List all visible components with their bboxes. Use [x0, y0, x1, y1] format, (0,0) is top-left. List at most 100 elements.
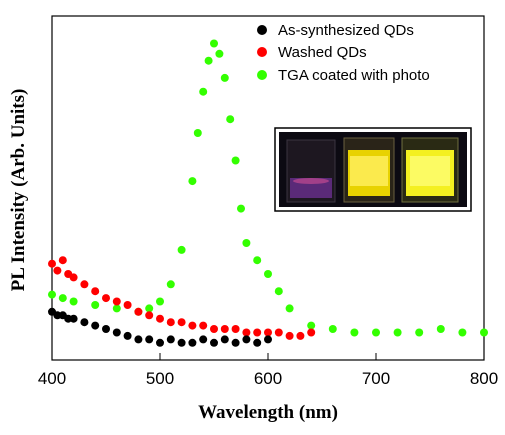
data-point — [264, 335, 272, 344]
legend-label-washed: Washed QDs — [278, 44, 367, 61]
data-point — [58, 294, 67, 303]
data-point — [458, 328, 467, 337]
data-point — [307, 321, 316, 330]
data-point — [112, 304, 121, 313]
data-point — [242, 328, 251, 337]
legend-marker-washed — [257, 47, 267, 57]
vial-washed — [343, 137, 395, 203]
data-point — [69, 273, 78, 282]
data-point — [91, 301, 100, 309]
data-point — [307, 328, 316, 337]
data-point — [220, 335, 229, 344]
data-point — [156, 338, 164, 347]
data-point — [274, 287, 283, 296]
data-point — [134, 335, 143, 344]
x-axis-ticks: 400 500 600 700 800 — [38, 353, 498, 388]
data-point — [69, 314, 78, 323]
data-point — [188, 338, 197, 347]
data-point — [436, 325, 445, 333]
data-point — [156, 314, 164, 323]
data-point — [231, 338, 240, 347]
data-point — [393, 328, 402, 337]
data-point — [372, 328, 380, 337]
data-point — [166, 280, 175, 289]
data-point — [220, 325, 229, 333]
data-points — [48, 39, 488, 347]
data-point — [177, 338, 186, 347]
y-axis-title: PL Intensity (Arb. Units) — [8, 89, 29, 292]
data-point — [231, 156, 240, 165]
data-point — [210, 338, 218, 347]
data-point — [112, 297, 121, 306]
data-point — [264, 328, 272, 337]
vial-as-synthesized — [286, 139, 336, 203]
data-point — [226, 115, 235, 124]
data-point — [48, 259, 56, 268]
data-point — [199, 87, 208, 96]
data-point — [253, 328, 262, 337]
data-point — [242, 239, 251, 247]
data-point — [177, 245, 186, 254]
data-point — [166, 318, 175, 327]
data-point — [242, 335, 251, 344]
legend-marker-as-synthesized — [257, 25, 267, 35]
data-point — [415, 328, 424, 337]
data-point — [80, 318, 89, 327]
data-point — [285, 304, 294, 313]
data-point — [480, 328, 488, 337]
x-tick-label: 600 — [254, 369, 282, 388]
x-tick-label: 700 — [362, 369, 390, 388]
x-axis-title: Wavelength (nm) — [198, 402, 338, 423]
data-point — [215, 49, 224, 58]
data-point — [210, 39, 218, 48]
data-point — [112, 328, 121, 337]
data-point — [58, 256, 67, 265]
x-tick-label: 400 — [38, 369, 66, 388]
legend-marker-tga — [257, 70, 267, 80]
data-point — [123, 301, 132, 309]
data-point — [166, 335, 175, 344]
data-point — [53, 266, 62, 275]
legend: As-synthesized QDs Washed QDs TGA coated… — [257, 22, 430, 84]
data-point — [328, 325, 337, 333]
data-point — [145, 311, 154, 320]
data-point — [69, 297, 78, 306]
data-point — [199, 335, 208, 344]
data-point — [210, 325, 218, 333]
data-point — [253, 256, 262, 265]
data-point — [188, 177, 197, 186]
data-point — [102, 294, 110, 303]
data-point — [91, 321, 100, 330]
data-point — [123, 331, 132, 340]
data-point — [48, 290, 56, 299]
series-1 — [48, 256, 316, 340]
legend-label-tga: TGA coated with photo — [278, 67, 430, 84]
data-point — [199, 321, 208, 330]
vial-tga-coated — [401, 137, 459, 203]
series-0 — [48, 307, 272, 347]
data-point — [296, 331, 305, 340]
data-point — [91, 287, 100, 296]
data-point — [80, 280, 89, 289]
data-point — [237, 204, 245, 213]
data-point — [193, 129, 202, 137]
inset-photo — [274, 127, 472, 212]
x-tick-label: 500 — [146, 369, 174, 388]
data-point — [156, 297, 164, 306]
data-point — [145, 335, 154, 344]
data-point — [134, 307, 143, 316]
x-tick-label: 800 — [470, 369, 498, 388]
data-point — [102, 325, 110, 333]
data-point — [231, 325, 240, 333]
data-point — [350, 328, 359, 337]
data-point — [274, 328, 283, 337]
data-point — [145, 304, 154, 313]
data-point — [253, 338, 262, 347]
data-point — [177, 318, 186, 327]
legend-label-as-synthesized: As-synthesized QDs — [278, 22, 414, 39]
data-point — [285, 331, 294, 340]
data-point — [264, 270, 272, 278]
data-point — [220, 73, 229, 82]
data-point — [204, 56, 213, 65]
